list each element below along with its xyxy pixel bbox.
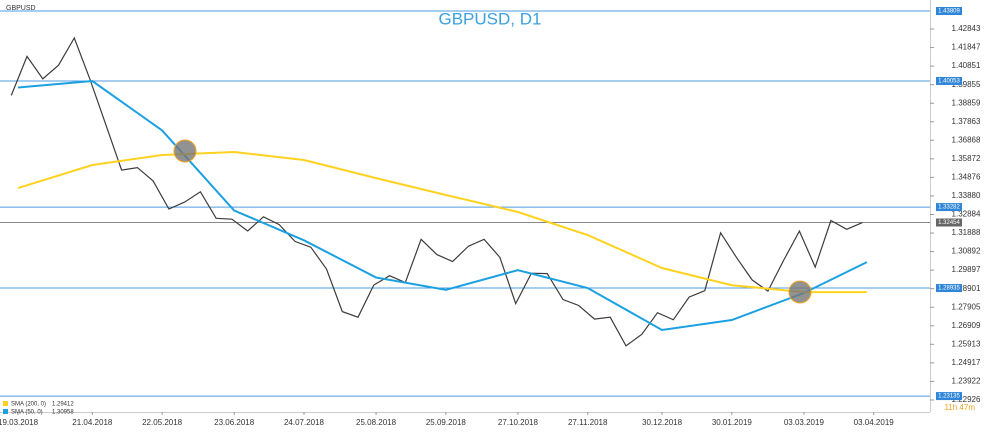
level-label: 1.33282 [938,205,960,211]
x-tick-label: 25.08.2018 [356,418,397,427]
x-tick-label: 23.06.2018 [214,418,255,427]
plot [0,10,930,397]
level-label: 1.43809 [938,9,960,15]
y-tick-label: 1.25913 [952,339,981,348]
x-tick-label: 25.09.2018 [426,418,467,427]
x-tick-label: 27.10.2018 [498,418,539,427]
level-tag [936,284,962,293]
y-tick-label: 1.23922 [952,377,981,386]
x-tick-label: 30.01.2019 [712,418,753,427]
y-tick-label: 1.31888 [952,228,981,237]
y-tick-label: 1.27905 [952,302,981,311]
level-tag [936,203,962,212]
y-tick-label: 1.29897 [952,265,981,274]
x-tick-label: 30.12.2018 [642,418,683,427]
level-label: 1.40053 [938,79,960,85]
y-tick-label: 1.30892 [952,247,981,256]
x-tick-label: 27.11.2018 [568,418,608,427]
level-label: 1.28935 [938,286,960,292]
level-tag [936,7,962,16]
timer: 11h 47m [944,403,975,412]
legend-name: SMA (50, 0) [11,410,43,416]
legend-swatch [3,401,8,406]
y-tick-label: 1.41847 [952,43,981,52]
y-tick-label: 1.24917 [952,358,981,367]
x-tick-label: 19.03.2018 [0,418,39,427]
y-tick-label: 1.36868 [952,135,981,144]
x-tick-label: 03.04.2019 [854,418,895,427]
x-tick-label: 22.05.2018 [142,418,183,427]
price-label: 1.32454 [938,220,960,226]
y-tick-label: 1.34876 [952,173,981,182]
series-line [17,150,867,294]
series-line [10,36,863,347]
price-tag [936,218,962,227]
y-tick-label: 1.33880 [952,191,981,200]
y-tick-label: 1.32884 [952,210,981,219]
y-tick-label: 1.28901 [952,284,981,293]
y-tick-label: 1.26909 [952,321,981,330]
legend-swatch [3,409,8,414]
y-tick-label: 1.35872 [952,154,981,163]
x-tick-label: 21.04.2018 [72,418,113,427]
symbol: GBPUSD [6,5,36,12]
cross-marker [173,139,197,163]
x-tick-label: 03.03.2019 [784,418,825,427]
legend-value: 1.30958 [52,410,74,416]
y-tick-label: 1.42843 [952,24,981,33]
series-line [17,79,868,332]
cross-marker [788,280,812,304]
y-tick-label: 1.38859 [952,98,981,107]
legend-value: 1.29412 [52,402,74,408]
y-tick-label: 1.39855 [952,80,981,89]
x-tick-label: 24.07.2018 [284,418,325,427]
y-tick-label: 1.40851 [952,61,981,70]
level-tag [936,76,962,85]
legend-name: SMA (200, 0) [11,402,46,408]
level-label: 1.23135 [938,394,960,400]
level-tag [936,392,962,401]
y-tick-label: 1.22926 [952,395,981,404]
y-tick-label: 1.37863 [952,117,981,126]
chart-title: GBPUSD, D1 [439,9,542,28]
